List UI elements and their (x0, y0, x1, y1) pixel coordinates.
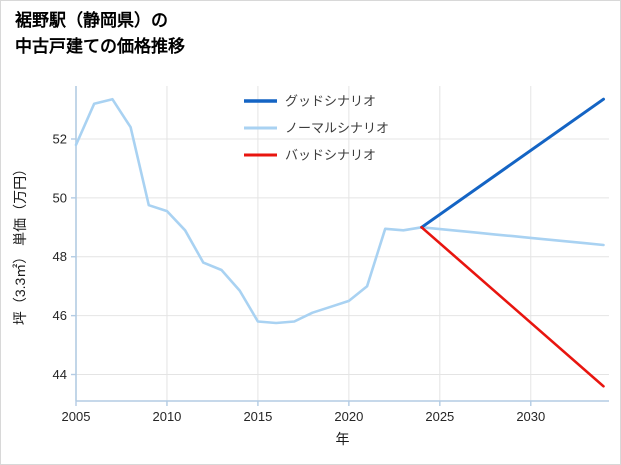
y-axis-label: 坪（3.3㎡） 単価（万円） (12, 162, 28, 325)
y-tick-label: 46 (53, 308, 67, 323)
x-tick-label: 2010 (152, 409, 181, 424)
y-tick-label: 44 (53, 367, 67, 382)
chart-title-line1: 裾野駅（静岡県）の (15, 11, 168, 30)
legend-label-normal: ノーマルシナリオ (285, 121, 389, 136)
x-tick-label: 2025 (425, 409, 454, 424)
y-tick-label: 50 (53, 190, 67, 205)
legend-label-good: グッドシナリオ (285, 94, 376, 109)
x-tick-label: 2015 (243, 409, 272, 424)
y-tick-label: 48 (53, 249, 67, 264)
legend-item-good: グッドシナリオ (244, 94, 376, 109)
series-bad-line (420, 226, 605, 388)
y-tick-label: 52 (53, 131, 67, 146)
series-normal-line (74, 97, 605, 325)
x-tick-label: 2005 (62, 409, 91, 424)
chart-title: 裾野駅（静岡県）の 中古戸建ての価格推移 (15, 8, 185, 61)
series-good-line (420, 97, 605, 229)
legend-label-bad: バッドシナリオ (285, 148, 376, 163)
x-tick-label: 2020 (334, 409, 363, 424)
x-axis-label: 年 (336, 431, 350, 447)
chart-title-line2: 中古戸建ての価格推移 (15, 37, 185, 57)
x-tick-label: 2030 (516, 409, 545, 424)
legend-item-normal: ノーマルシナリオ (244, 121, 389, 136)
legend-item-bad: バッドシナリオ (244, 148, 376, 163)
